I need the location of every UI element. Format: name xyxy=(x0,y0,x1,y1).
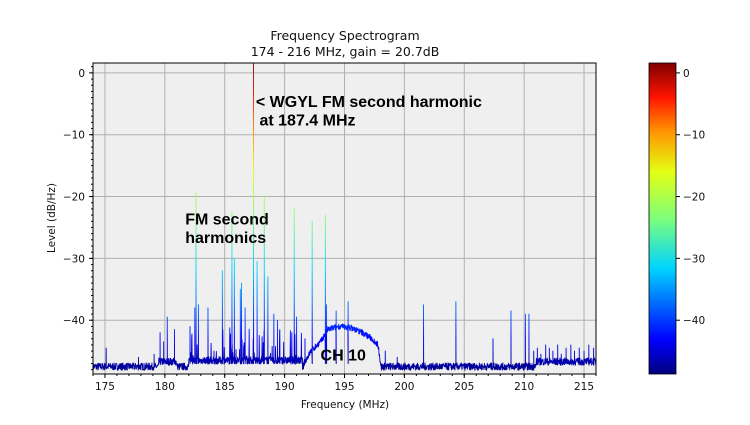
y-tick-label: −10 xyxy=(63,130,85,142)
x-tick-label: 200 xyxy=(394,381,414,393)
annotation-label: FM second xyxy=(185,211,269,228)
colorbar-tick-label: −40 xyxy=(683,315,705,327)
spectrum-trace xyxy=(93,63,596,371)
x-tick-label: 205 xyxy=(454,381,474,393)
x-tick-label: 180 xyxy=(155,381,175,393)
colorbar-tick-label: −10 xyxy=(683,130,705,142)
colorbar-tick-label: −30 xyxy=(683,253,705,265)
colorbar-tick-label: −20 xyxy=(683,192,705,204)
x-tick-label: 215 xyxy=(574,381,594,393)
axis-ticks: 175 180 185 190 195 200 205 210 215 0 −10 −20 −30 −40 xyxy=(63,66,597,393)
annotation-label: at 187.4 MHz xyxy=(259,112,355,129)
annotation-label: CH 10 xyxy=(321,347,366,364)
y-tick-label: −30 xyxy=(63,253,85,265)
x-axis-label: Frequency (MHz) xyxy=(301,399,389,411)
x-tick-label: 190 xyxy=(275,381,295,393)
annotation-label: < WGYL FM second harmonic xyxy=(256,94,482,111)
colorbar-ticks: 0 −10 −20 −30 −40 xyxy=(676,68,705,327)
grid-lines xyxy=(93,63,596,374)
x-tick-label: 185 xyxy=(215,381,235,393)
y-axis-label: Level (dB/Hz) xyxy=(46,183,58,253)
spectrum-line xyxy=(93,63,596,371)
chart-title: Frequency Spectrogram xyxy=(270,28,419,43)
colorbar xyxy=(648,62,677,375)
y-tick-label: 0 xyxy=(78,68,85,80)
y-tick-label: −20 xyxy=(63,192,85,204)
x-tick-label: 210 xyxy=(514,381,534,393)
colorbar-tick-label: 0 xyxy=(683,68,690,80)
annotation-label: harmonics xyxy=(185,230,266,247)
x-tick-label: 175 xyxy=(95,381,115,393)
y-tick-label: −40 xyxy=(63,315,85,327)
chart-subtitle: 174 - 216 MHz, gain = 20.7dB xyxy=(251,44,440,59)
x-tick-label: 195 xyxy=(334,381,354,393)
